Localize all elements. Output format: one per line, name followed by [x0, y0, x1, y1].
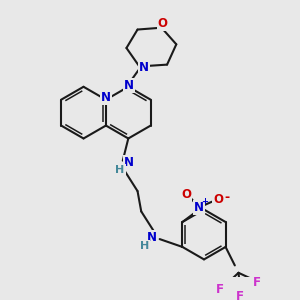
Text: O: O [213, 194, 224, 206]
Text: N: N [124, 156, 134, 169]
Text: N: N [147, 231, 157, 244]
Text: N: N [101, 92, 111, 104]
Text: F: F [236, 290, 244, 300]
Text: O: O [181, 188, 191, 201]
Text: H: H [140, 241, 149, 250]
Text: O: O [158, 16, 167, 30]
Text: N: N [139, 61, 149, 74]
Text: -: - [224, 190, 229, 204]
Text: F: F [253, 275, 261, 289]
Text: +: + [201, 197, 208, 206]
Text: H: H [116, 165, 124, 175]
Text: F: F [216, 283, 224, 296]
Text: N: N [194, 201, 204, 214]
Text: N: N [124, 80, 134, 92]
